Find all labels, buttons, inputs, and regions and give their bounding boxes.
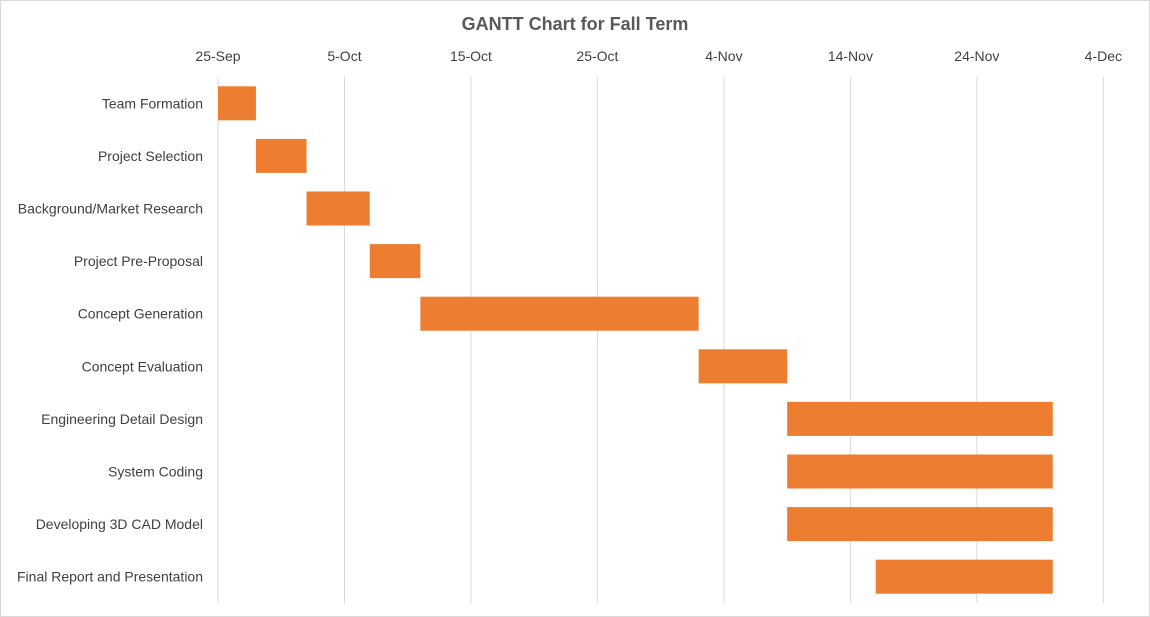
task-label: Concept Evaluation [82, 358, 203, 374]
x-tick-label: 15-Oct [450, 48, 492, 64]
x-tick-label: 4-Nov [705, 48, 742, 64]
task-bar [420, 296, 699, 331]
x-tick-label: 5-Oct [327, 48, 361, 64]
task-label: Engineering Detail Design [41, 411, 203, 427]
task-bar [875, 559, 1053, 594]
x-tick-label: 14-Nov [828, 48, 873, 64]
task-bar [369, 244, 421, 279]
task-label: Project Pre-Proposal [74, 253, 203, 269]
task-label: Team Formation [102, 95, 203, 111]
task-bars [218, 86, 1053, 594]
task-labels: Team Formation Project Selection Backgroun… [17, 95, 203, 584]
x-tick-label: 4-Dec [1085, 48, 1122, 64]
task-bar [306, 191, 370, 226]
x-tick-labels: 25-Sep 5-Oct 15-Oct 25-Oct 4-Nov 14-Nov 24-Nov… [195, 48, 1122, 64]
task-label: Project Selection [98, 148, 203, 164]
task-label: Developing 3D CAD Model [36, 516, 203, 532]
task-label: Final Report and Presentation [17, 569, 203, 585]
task-label: System Coding [108, 464, 203, 480]
task-bar [698, 349, 788, 384]
x-tick-label: 24-Nov [954, 48, 999, 64]
x-tick-label: 25-Oct [576, 48, 618, 64]
task-label: Concept Generation [78, 306, 203, 322]
task-bar [787, 401, 1053, 436]
task-bar [787, 454, 1053, 489]
task-bar [787, 507, 1053, 542]
grid-layer [217, 77, 1104, 603]
chart-title: GANTT Chart for Fall Term [462, 14, 689, 34]
task-label: Background/Market Research [18, 201, 203, 217]
x-tick-label: 25-Sep [195, 48, 240, 64]
task-bar [255, 138, 307, 173]
task-bar [218, 86, 256, 121]
